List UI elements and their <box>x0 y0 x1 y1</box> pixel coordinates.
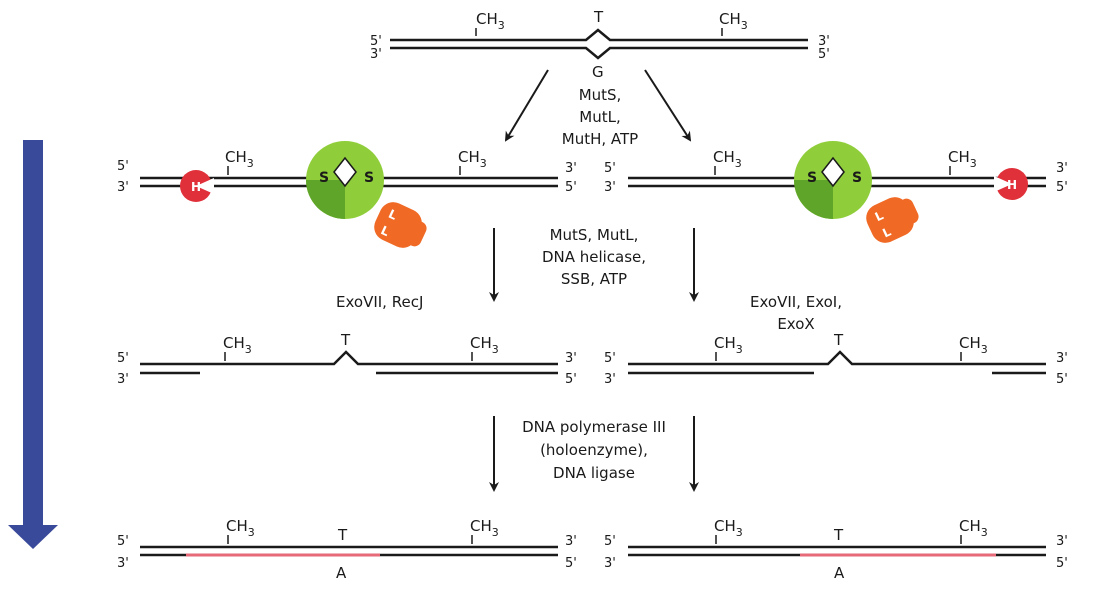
end-label-3: 3' <box>604 372 616 387</box>
dna-repaired-left: 5' 3' 3' 5' CH3 CH3 T A <box>117 517 577 582</box>
methyl-label: CH3 <box>458 148 487 170</box>
svg-text:S: S <box>364 170 374 186</box>
end-label-5: 5' <box>604 534 616 549</box>
end-label-5: 5' <box>1056 556 1068 571</box>
step2-line3: SSB, ATP <box>561 270 627 288</box>
step4-line2: (holoenzyme), <box>540 441 648 459</box>
end-label-5: 5' <box>565 556 577 571</box>
svg-text:H: H <box>191 180 201 194</box>
end-label-5: 5' <box>1056 372 1068 387</box>
step2: MutS, MutL, DNA helicase, SSB, ATP ExoVI… <box>336 226 842 333</box>
svg-text:S: S <box>319 170 329 186</box>
end-label-3: 3' <box>604 556 616 571</box>
methyl-label: CH3 <box>476 10 505 32</box>
process-direction-arrow <box>8 140 58 549</box>
muth-protein: H <box>994 168 1028 200</box>
step3-right-line1: ExoVII, ExoI, <box>750 293 842 311</box>
mutl-protein: L L <box>374 202 427 248</box>
end-label-5: 5' <box>565 180 577 195</box>
dna-initial-mismatch: 5' 3' 3' 5' CH3 CH3 T G <box>370 8 830 81</box>
dna-excised-right: 5' 3' 3' 5' CH3 CH3 T <box>604 331 1068 387</box>
methyl-label: CH3 <box>226 517 255 539</box>
muts-protein: S S <box>794 141 872 219</box>
svg-text:S: S <box>852 170 862 186</box>
methyl-label: CH3 <box>470 334 499 356</box>
end-label-5: 5' <box>117 159 129 174</box>
end-label-5: 5' <box>117 351 129 366</box>
methyl-label: CH3 <box>714 517 743 539</box>
end-label-3: 3' <box>1056 161 1068 176</box>
methyl-label: CH3 <box>470 517 499 539</box>
end-label-5-left: 5' <box>370 34 382 49</box>
mismatch-base-t: T <box>593 8 604 26</box>
step4: DNA polymerase III (holoenzyme), DNA lig… <box>489 416 699 492</box>
muts-protein: S S <box>306 141 384 219</box>
end-label-5: 5' <box>604 351 616 366</box>
mismatch-base-g: G <box>592 63 604 81</box>
step1-line1: MutS, <box>579 86 622 104</box>
end-label-3: 3' <box>565 351 577 366</box>
svg-text:S: S <box>807 170 817 186</box>
end-label-3: 3' <box>117 180 129 195</box>
step4-line1: DNA polymerase III <box>522 418 666 436</box>
methyl-label: CH3 <box>223 334 252 356</box>
dna-excised-left: 5' 3' 3' 5' CH3 CH3 T <box>117 331 577 387</box>
end-label-3: 3' <box>604 180 616 195</box>
methyl-label: CH3 <box>959 517 988 539</box>
step2-line1: MutS, MutL, <box>550 226 639 244</box>
mutl-protein: L L <box>866 197 919 243</box>
end-label-3-left: 3' <box>370 47 382 62</box>
end-label-3: 3' <box>1056 351 1068 366</box>
methyl-label: CH3 <box>714 334 743 356</box>
step1: MutS, MutL, MutH, ATP <box>504 69 692 148</box>
dna-complex-left: 5' 3' 3' 5' CH3 CH3 H S S L L <box>117 141 577 248</box>
end-label-3: 3' <box>565 161 577 176</box>
step3-right-line2: ExoX <box>777 315 814 333</box>
end-label-3: 3' <box>117 556 129 571</box>
step1-line3: MutH, ATP <box>562 130 638 148</box>
methyl-label: CH3 <box>959 334 988 356</box>
step1-line2: MutL, <box>579 108 620 126</box>
dna-repaired-right: 5' 3' 3' 5' CH3 CH3 T A <box>604 517 1068 582</box>
methyl-label: CH3 <box>948 148 977 170</box>
end-label-3: 3' <box>1056 534 1068 549</box>
end-label-5-right: 5' <box>818 47 830 62</box>
dna-complex-right: 5' 3' 3' 5' CH3 CH3 S S L L H <box>604 141 1068 243</box>
methyl-label: CH3 <box>225 148 254 170</box>
step4-line3: DNA ligase <box>553 464 635 482</box>
svg-text:H: H <box>1007 178 1017 192</box>
end-label-5: 5' <box>117 534 129 549</box>
end-label-3-right: 3' <box>818 34 830 49</box>
base-t: T <box>833 526 844 544</box>
muth-protein: H <box>180 170 214 202</box>
base-t: T <box>833 331 844 349</box>
step3-left-enzymes: ExoVII, RecJ <box>336 293 423 311</box>
arrow-step1-right <box>644 69 692 142</box>
base-t: T <box>340 331 351 349</box>
methyl-label: CH3 <box>719 10 748 32</box>
methyl-label: CH3 <box>713 148 742 170</box>
arrow-step1-left <box>504 69 549 142</box>
end-label-5: 5' <box>604 161 616 176</box>
base-a: A <box>336 564 347 582</box>
end-label-5: 5' <box>565 372 577 387</box>
end-label-3: 3' <box>565 534 577 549</box>
end-label-5: 5' <box>1056 180 1068 195</box>
base-a: A <box>834 564 845 582</box>
base-t: T <box>337 526 348 544</box>
end-label-3: 3' <box>117 372 129 387</box>
step2-line2: DNA helicase, <box>542 248 646 266</box>
